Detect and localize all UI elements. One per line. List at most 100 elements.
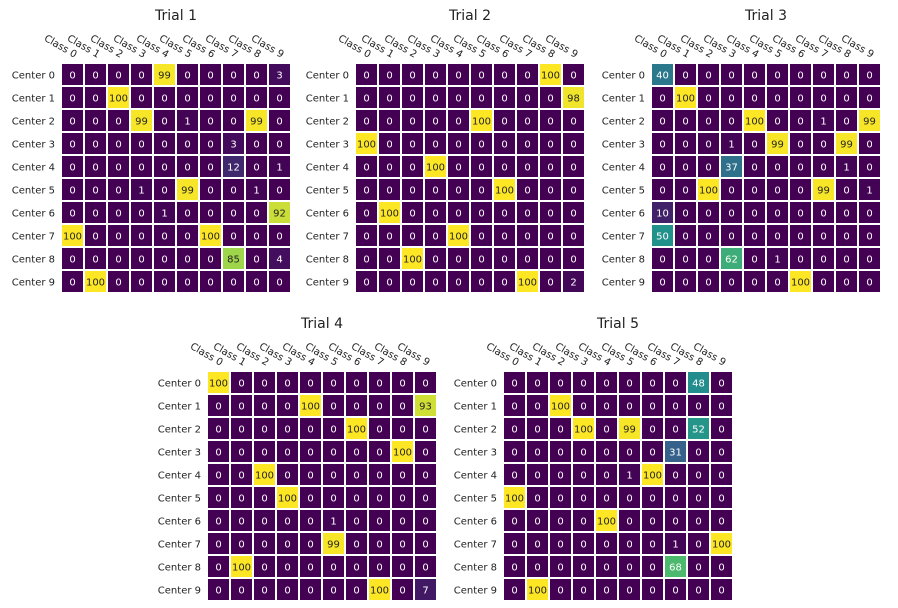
heatmap-cell bbox=[471, 179, 492, 200]
row-label: Center 4 bbox=[306, 163, 349, 174]
cell-value-label: 0 bbox=[534, 517, 540, 528]
heatmap-cell bbox=[415, 372, 436, 393]
cell-value-label: 0 bbox=[501, 255, 507, 266]
cell-value-label: 0 bbox=[751, 278, 757, 289]
cell-value-label: 0 bbox=[478, 255, 484, 266]
cell-value-label: 0 bbox=[399, 379, 405, 390]
heatmap-cell bbox=[698, 64, 719, 85]
heatmap-cell bbox=[494, 179, 515, 200]
cell-value-label: 0 bbox=[230, 94, 236, 105]
cell-value-label: 0 bbox=[511, 402, 517, 413]
cell-value-label: 0 bbox=[399, 494, 405, 505]
cell-value-label: 100 bbox=[676, 94, 695, 105]
cell-value-label: 99 bbox=[840, 140, 853, 151]
heatmap-cell bbox=[131, 133, 152, 154]
cell-value-label: 0 bbox=[718, 563, 724, 574]
heatmap-cell bbox=[177, 133, 198, 154]
heatmap-cell bbox=[415, 579, 436, 600]
heatmap-cell bbox=[269, 87, 290, 108]
heatmap-cell bbox=[540, 248, 561, 269]
cell-value-label: 0 bbox=[695, 563, 701, 574]
cell-value-label: 85 bbox=[227, 255, 240, 266]
cell-value-label: 0 bbox=[455, 71, 461, 82]
cell-value-label: 0 bbox=[534, 540, 540, 551]
heatmap-cell bbox=[131, 110, 152, 131]
heatmap-cell bbox=[550, 372, 571, 393]
heatmap-cell bbox=[504, 395, 525, 416]
cell-value-label: 0 bbox=[276, 232, 282, 243]
cell-value-label: 0 bbox=[238, 540, 244, 551]
heatmap-cell bbox=[767, 133, 788, 154]
heatmap-cell bbox=[698, 225, 719, 246]
row-label: Center 1 bbox=[454, 402, 497, 413]
cell-value-label: 0 bbox=[455, 186, 461, 197]
cell-value-label: 0 bbox=[307, 586, 313, 597]
heatmap-cell bbox=[208, 418, 229, 439]
cell-value-label: 99 bbox=[327, 540, 340, 551]
cell-value-label: 0 bbox=[376, 402, 382, 413]
cell-value-label: 0 bbox=[511, 563, 517, 574]
heatmap-cell bbox=[563, 110, 584, 131]
heatmap-cell bbox=[527, 579, 548, 600]
row-label: Center 2 bbox=[454, 425, 497, 436]
heatmap-cell bbox=[108, 248, 129, 269]
cell-value-label: 0 bbox=[376, 540, 382, 551]
heatmap-cell bbox=[711, 418, 732, 439]
cell-value-label: 0 bbox=[547, 209, 553, 220]
cell-value-label: 0 bbox=[866, 140, 872, 151]
heatmap-cell bbox=[223, 110, 244, 131]
heatmap-cell bbox=[596, 395, 617, 416]
heatmap-cell bbox=[540, 87, 561, 108]
cell-value-label: 0 bbox=[276, 94, 282, 105]
cell-value-label: 0 bbox=[751, 186, 757, 197]
heatmap-cell bbox=[177, 87, 198, 108]
cell-value-label: 0 bbox=[455, 209, 461, 220]
cell-value-label: 0 bbox=[261, 494, 267, 505]
heatmap-cell bbox=[356, 248, 377, 269]
row-label: Center 5 bbox=[12, 186, 55, 197]
cell-value-label: 0 bbox=[399, 425, 405, 436]
heatmap-cell bbox=[62, 87, 83, 108]
cell-value-label: 0 bbox=[672, 425, 678, 436]
cell-value-label: 1 bbox=[330, 517, 336, 528]
heatmap-cell bbox=[767, 87, 788, 108]
heatmap-cell bbox=[744, 133, 765, 154]
cell-value-label: 0 bbox=[184, 255, 190, 266]
cell-value-label: 0 bbox=[230, 186, 236, 197]
heatmap-cell bbox=[767, 64, 788, 85]
heatmap-cell bbox=[379, 156, 400, 177]
heatmap-cell bbox=[346, 441, 367, 462]
heatmap-cell bbox=[448, 156, 469, 177]
row-label: Center 0 bbox=[602, 71, 645, 82]
heatmap-cell bbox=[208, 372, 229, 393]
cell-value-label: 0 bbox=[363, 71, 369, 82]
heatmap-cell bbox=[208, 395, 229, 416]
heatmap-cell bbox=[346, 464, 367, 485]
heatmap-cell bbox=[619, 533, 640, 554]
heatmap-cell bbox=[369, 464, 390, 485]
heatmap-cell bbox=[379, 87, 400, 108]
heatmap-cell bbox=[246, 87, 267, 108]
cell-value-label: 0 bbox=[797, 255, 803, 266]
heatmap-cell bbox=[379, 133, 400, 154]
heatmap-cell bbox=[790, 179, 811, 200]
cell-value-label: 0 bbox=[580, 448, 586, 459]
heatmap-cell bbox=[448, 179, 469, 200]
cell-value-label: 0 bbox=[843, 232, 849, 243]
heatmap-cell bbox=[356, 133, 377, 154]
cell-value-label: 0 bbox=[386, 186, 392, 197]
cell-value-label: 0 bbox=[238, 471, 244, 482]
chart-title: Trial 2 bbox=[448, 8, 491, 24]
cell-value-label: 0 bbox=[386, 94, 392, 105]
cell-value-label: 0 bbox=[207, 71, 213, 82]
heatmap-cell bbox=[392, 579, 413, 600]
cell-value-label: 0 bbox=[580, 402, 586, 413]
cell-value-label: 0 bbox=[261, 448, 267, 459]
cell-value-label: 0 bbox=[843, 186, 849, 197]
heatmap-cell bbox=[665, 533, 686, 554]
cell-value-label: 0 bbox=[138, 94, 144, 105]
heatmap-cell bbox=[200, 87, 221, 108]
heatmap-cell bbox=[665, 418, 686, 439]
cell-value-label: 0 bbox=[524, 140, 530, 151]
